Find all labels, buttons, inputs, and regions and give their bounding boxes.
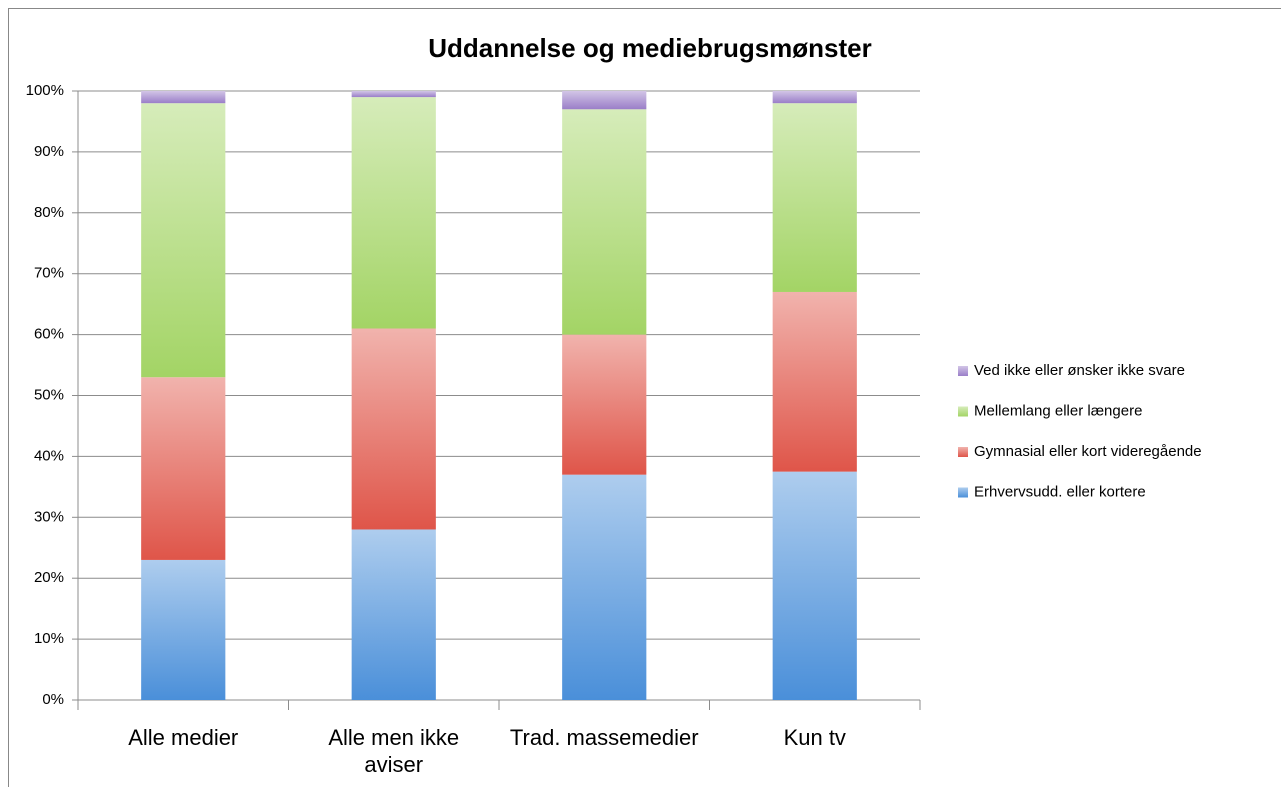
bar xyxy=(141,103,226,378)
legend-swatch xyxy=(958,487,968,498)
bar xyxy=(772,471,857,700)
legend-swatch xyxy=(958,406,968,417)
y-tick-label: 40% xyxy=(34,447,64,464)
bar xyxy=(562,334,647,475)
bar xyxy=(562,109,647,335)
bar xyxy=(351,529,436,700)
bar xyxy=(772,291,857,472)
x-tick-label: Alle men ikke aviser xyxy=(328,725,460,777)
chart-title: Uddannelse og mediebrugsmønster xyxy=(428,33,872,63)
y-tick-label: 30% xyxy=(34,508,64,525)
bar xyxy=(772,91,857,104)
y-tick-label: 80% xyxy=(34,204,64,221)
y-tick-label: 10% xyxy=(34,630,64,647)
y-tick-label: 90% xyxy=(34,143,64,160)
bar xyxy=(351,91,436,98)
bar xyxy=(562,91,647,110)
y-tick-label: 50% xyxy=(34,386,64,403)
bar xyxy=(141,377,226,560)
legend-label: Mellemlang eller længere xyxy=(974,402,1142,419)
legend-label: Erhvervsudd. eller kortere xyxy=(974,483,1146,500)
legend-label: Gymnasial eller kort videregående xyxy=(974,443,1202,460)
y-tick-label: 20% xyxy=(34,569,64,586)
y-tick-label: 100% xyxy=(26,82,64,99)
y-tick-label: 70% xyxy=(34,265,64,282)
x-tick-label: Alle medier xyxy=(128,725,239,750)
bar xyxy=(141,559,226,700)
y-tick-label: 0% xyxy=(42,691,64,708)
bar xyxy=(562,474,647,700)
x-tick-label: Kun tv xyxy=(783,725,846,750)
bar xyxy=(772,103,857,292)
legend-swatch xyxy=(958,447,968,457)
y-tick-label: 60% xyxy=(34,326,64,343)
x-tick-label: Trad. massemedier xyxy=(509,725,699,750)
bar xyxy=(351,97,436,329)
bar xyxy=(351,328,436,530)
bar xyxy=(141,91,226,104)
legend-label: Ved ikke eller ønsker ikke svare xyxy=(974,362,1185,379)
legend-swatch xyxy=(958,366,968,376)
